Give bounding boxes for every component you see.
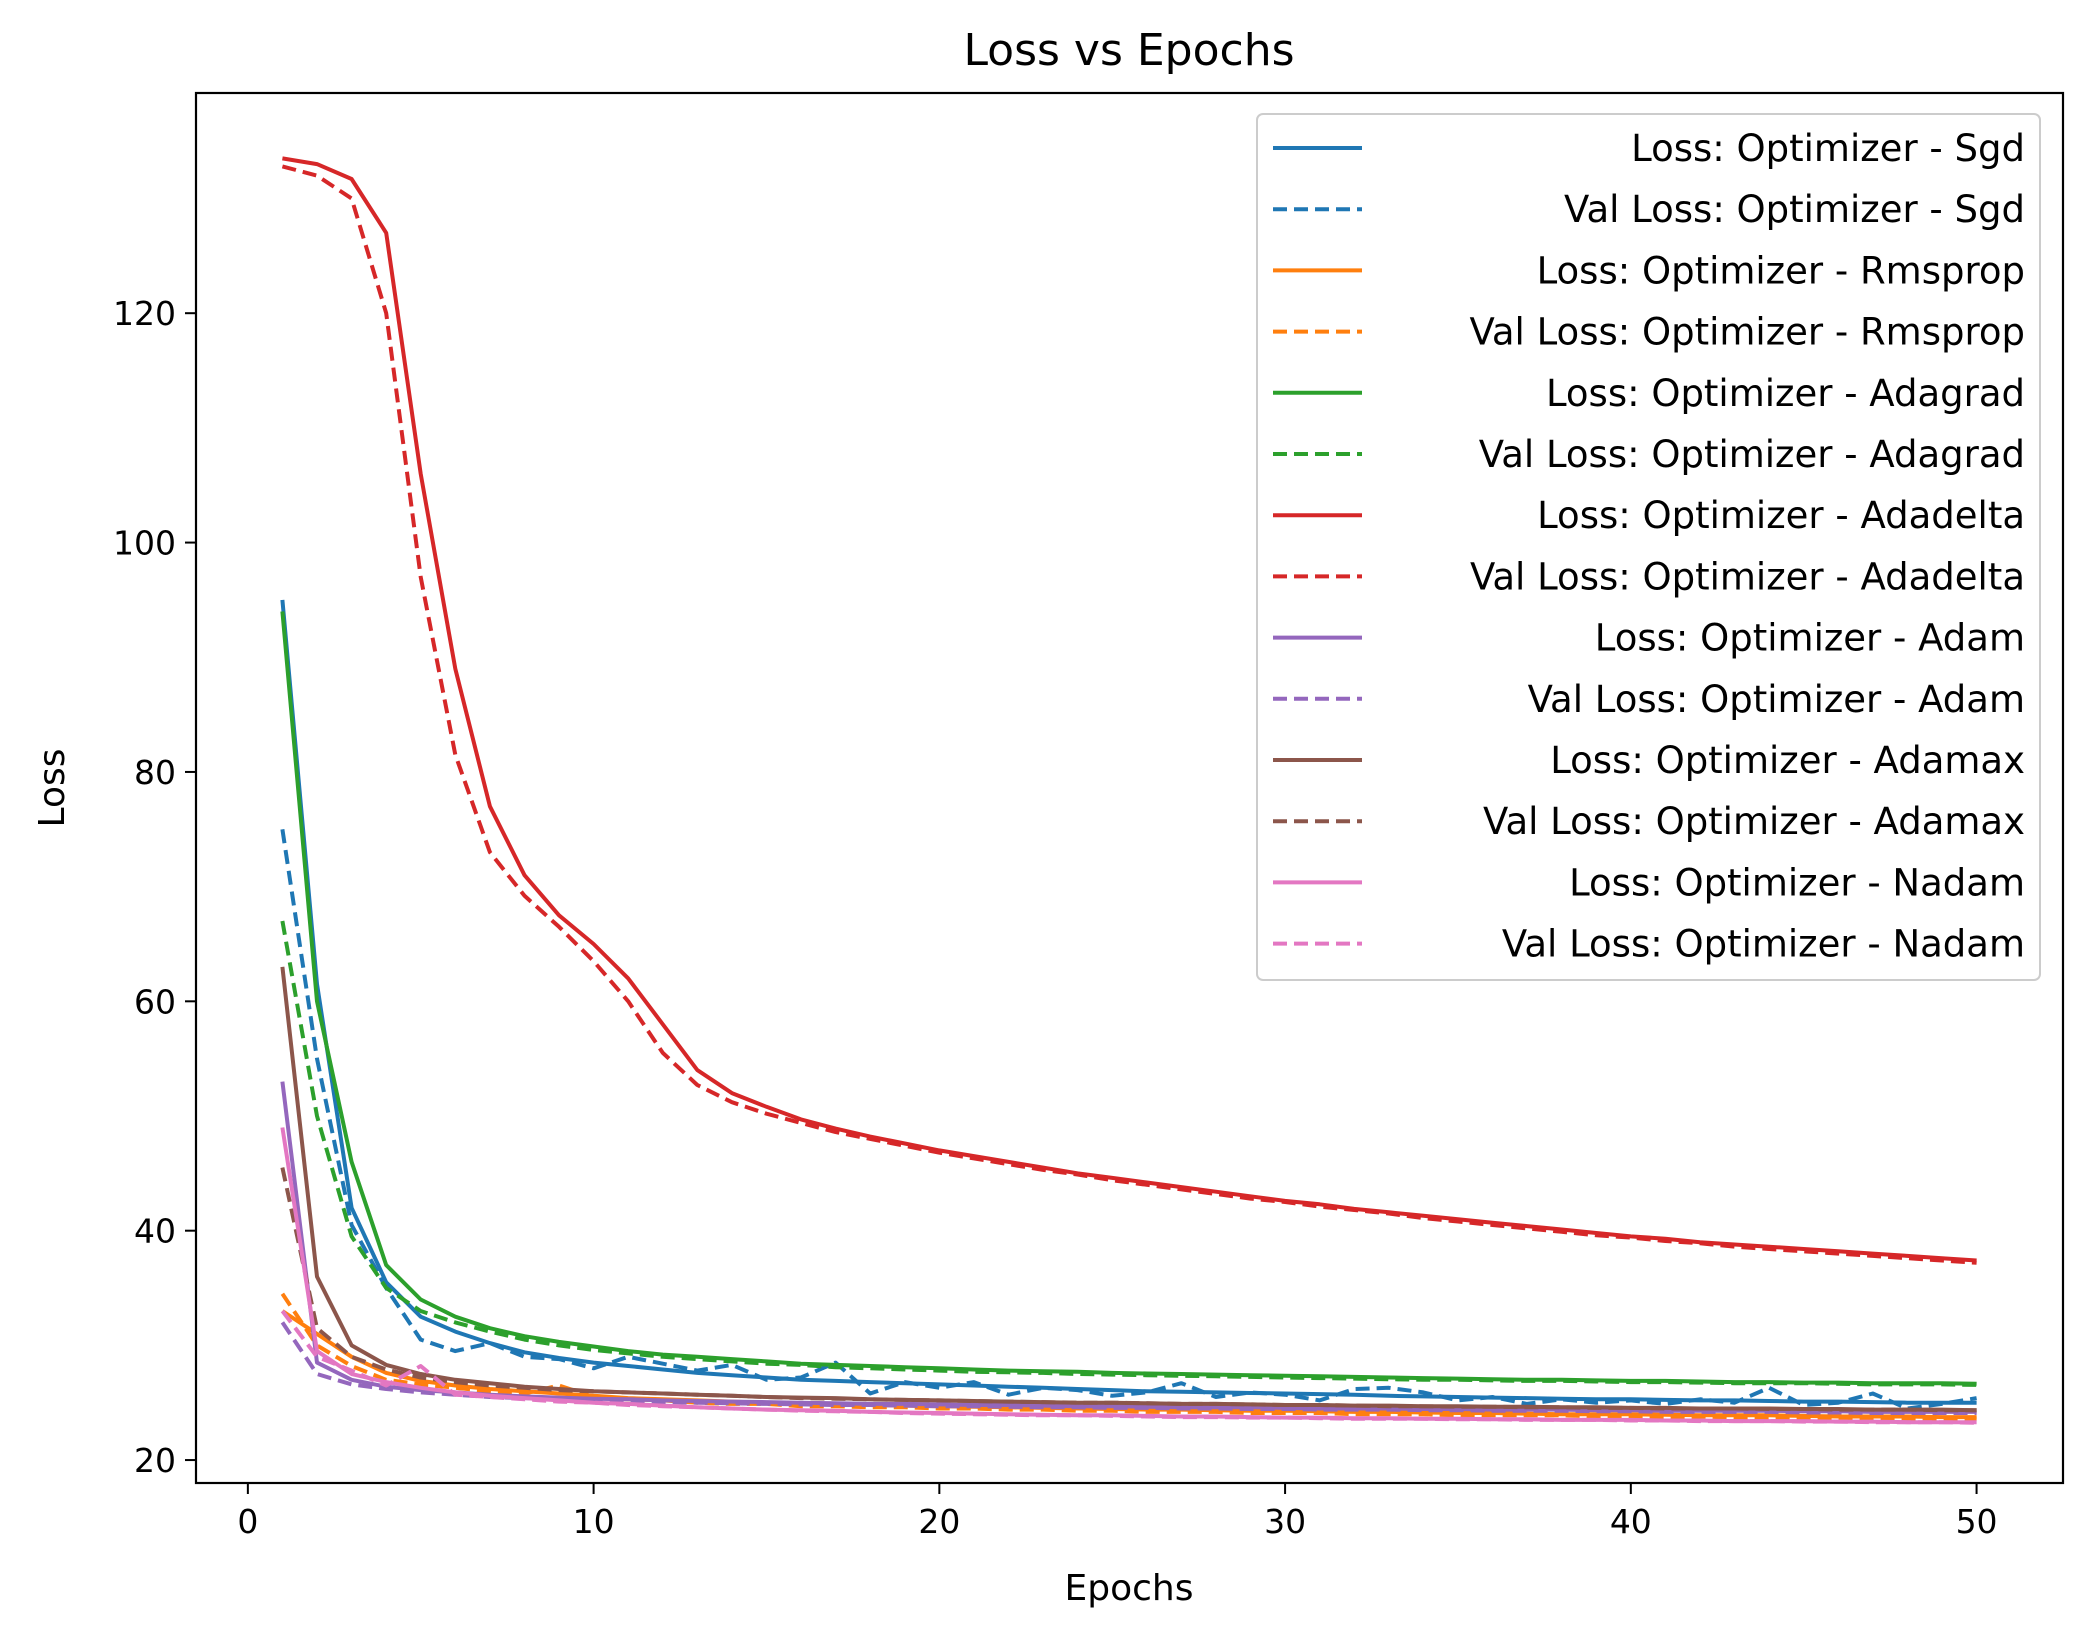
series-line-11 — [280, 1167, 1977, 1413]
x-tick-label: 50 — [1956, 1502, 1998, 1541]
y-tick-label: 20 — [134, 1441, 176, 1480]
legend-label-4: Loss: Optimizer - Adagrad — [1546, 372, 2025, 415]
legend-label-7: Val Loss: Optimizer - Adadelta — [1470, 555, 2025, 598]
y-tick-label: 40 — [134, 1212, 176, 1251]
x-tick-label: 40 — [1610, 1502, 1652, 1541]
x-tick-label: 0 — [237, 1502, 258, 1541]
chart-title: Loss vs Epochs — [963, 25, 1294, 76]
legend-label-12: Loss: Optimizer - Nadam — [1569, 861, 2025, 904]
series-line-5 — [280, 920, 1977, 1387]
legend-label-2: Loss: Optimizer - Rmsprop — [1537, 249, 2025, 292]
y-tick-label: 60 — [134, 982, 176, 1021]
plot-lines — [280, 156, 1977, 1425]
x-tick-label: 30 — [1264, 1502, 1306, 1541]
y-tick-label: 120 — [113, 294, 176, 333]
x-axis-label: Epochs — [1065, 1568, 1194, 1609]
legend-frame — [1256, 113, 2041, 981]
legend-label-11: Val Loss: Optimizer - Adamax — [1483, 800, 2025, 843]
series-line-6 — [282, 156, 1977, 1263]
legend-label-9: Val Loss: Optimizer - Adam — [1528, 678, 2025, 721]
plot-frame — [194, 91, 2065, 1485]
legend: Loss: Optimizer - Sgd Val Loss: Optimizer… — [1256, 113, 2041, 981]
legend-label-1: Val Loss: Optimizer - Sgd — [1564, 188, 2025, 231]
y-tick-label: 80 — [134, 753, 176, 792]
series-line-13 — [280, 1309, 1977, 1425]
legend-label-5: Val Loss: Optimizer - Adagrad — [1479, 433, 2025, 476]
series-line-9 — [280, 1321, 1977, 1415]
series-line-1 — [280, 829, 1977, 1411]
legend-label-6: Loss: Optimizer - Adadelta — [1537, 494, 2025, 537]
x-axis-ticks: 0 10 20 30 40 50 — [237, 1483, 1998, 1541]
y-tick-label: 100 — [113, 524, 176, 563]
legend-label-3: Val Loss: Optimizer - Rmsprop — [1469, 311, 2025, 354]
legend-label-8: Loss: Optimizer - Adam — [1595, 617, 2025, 660]
y-axis-label: Loss — [32, 749, 73, 828]
y-axis-ticks: 20 40 60 80 100 120 — [113, 294, 196, 1480]
legend-label-13: Val Loss: Optimizer - Nadam — [1502, 923, 2025, 966]
x-tick-label: 10 — [573, 1502, 615, 1541]
legend-label-0: Loss: Optimizer - Sgd — [1631, 127, 2025, 170]
x-tick-label: 20 — [918, 1502, 960, 1541]
legend-label-10: Loss: Optimizer - Adamax — [1550, 739, 2025, 782]
